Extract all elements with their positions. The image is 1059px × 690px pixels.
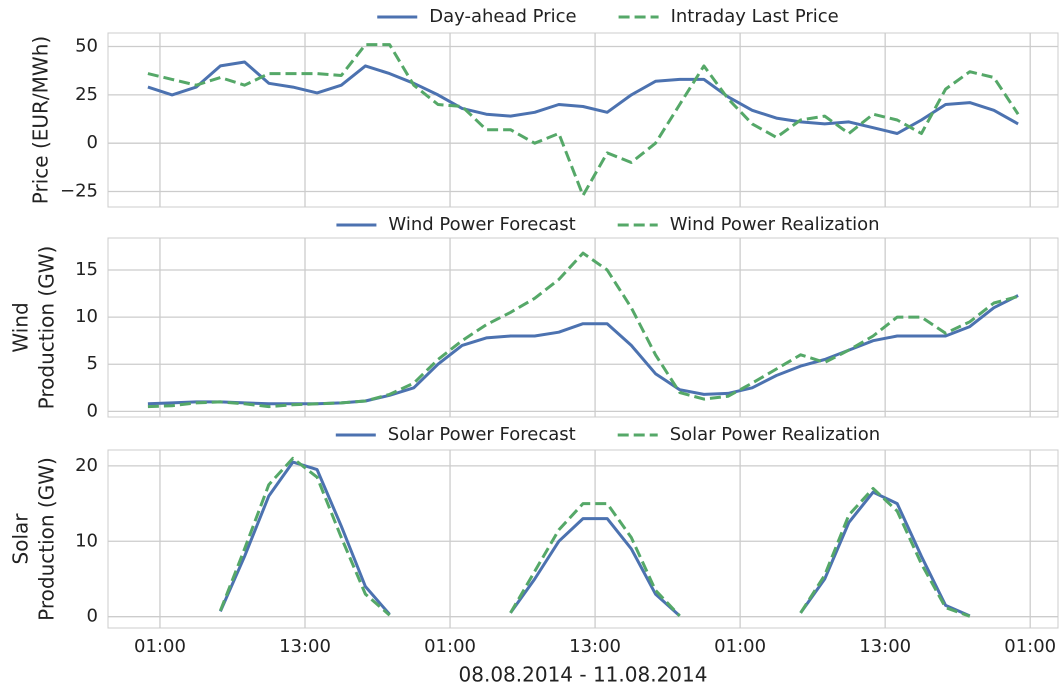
y-tick-label: 5 xyxy=(87,353,98,374)
y-tick-label: 25 xyxy=(75,84,98,105)
legend-label: Solar Power Forecast xyxy=(388,424,576,445)
y-tick-label: −25 xyxy=(60,181,98,202)
legend-label: Wind Power Realization xyxy=(670,214,880,235)
series-line xyxy=(147,294,1019,406)
plot-frame xyxy=(107,237,1059,418)
y-axis-label: Solar xyxy=(9,513,33,565)
x-axis-label: 08.08.2014 - 11.08.2014 xyxy=(459,663,708,687)
plot-frame xyxy=(107,32,1059,208)
x-tick-label: 01:00 xyxy=(134,636,186,657)
series-line xyxy=(147,251,1019,409)
series-line xyxy=(147,60,1019,135)
legend: Solar Power Forecast Solar Power Realizat… xyxy=(329,422,887,447)
y-tick-label: 0 xyxy=(87,606,98,627)
plot-frame xyxy=(107,449,1059,629)
legend: Wind Power Forecast Wind Power Realizatio… xyxy=(330,212,886,237)
y-axis-label: Production (GW) xyxy=(35,246,59,410)
x-tick-label: 01:00 xyxy=(1004,636,1056,657)
x-tick-label: 13:00 xyxy=(279,636,331,657)
y-tick-label: 50 xyxy=(75,36,98,57)
y-tick-label: 0 xyxy=(87,400,98,421)
x-tick-label: 13:00 xyxy=(569,636,621,657)
x-tick-label: 01:00 xyxy=(424,636,476,657)
x-tick-label: 01:00 xyxy=(714,636,766,657)
y-tick-label: 15 xyxy=(75,259,98,280)
y-axis-label: Wind xyxy=(9,302,33,352)
y-tick-label: 20 xyxy=(75,455,98,476)
y-tick-label: 10 xyxy=(75,530,98,551)
legend-label: Solar Power Realization xyxy=(670,424,881,445)
legend-label: Wind Power Forecast xyxy=(388,214,575,235)
x-tick-label: 13:00 xyxy=(859,636,911,657)
legend-background xyxy=(330,212,886,237)
legend-label: Intraday Last Price xyxy=(671,6,839,27)
legend-label: Day-ahead Price xyxy=(429,6,576,27)
series-line xyxy=(147,43,1020,197)
y-axis-label: Production (GW) xyxy=(35,457,59,621)
legend-background xyxy=(329,422,887,447)
legend: Day-ahead Price Intraday Last Price xyxy=(371,4,845,29)
y-tick-label: 0 xyxy=(87,132,98,153)
y-tick-label: 10 xyxy=(75,306,98,327)
legend-background xyxy=(371,4,845,29)
series-line xyxy=(219,456,971,618)
y-axis-label: Price (EUR/MWh) xyxy=(29,36,53,204)
